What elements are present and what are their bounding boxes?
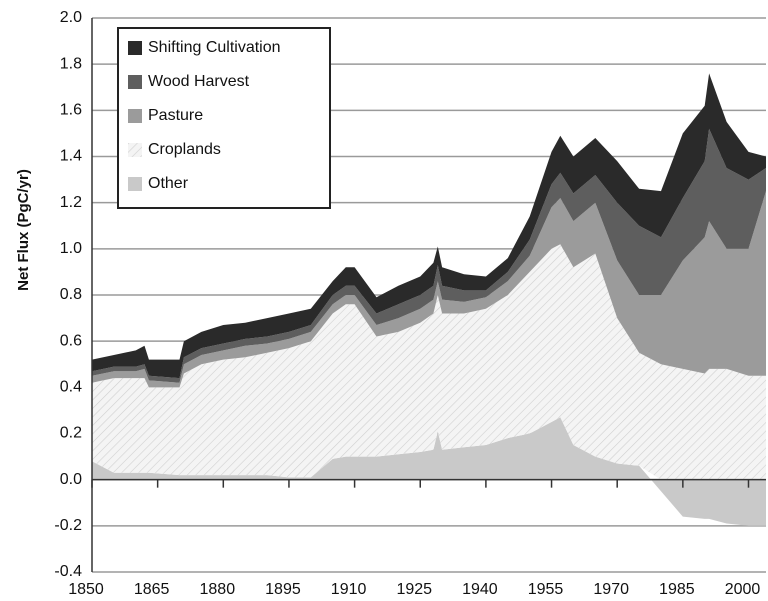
legend-label: Other (148, 175, 189, 192)
x-tick-label: 1895 (265, 581, 301, 598)
x-tick-label: 1880 (200, 581, 236, 598)
y-tick-label: 0.2 (60, 425, 82, 442)
y-tick-label: 0.4 (60, 379, 82, 396)
y-tick-label: 1.8 (60, 55, 82, 72)
area (92, 417, 766, 526)
area (92, 73, 766, 379)
y-tick-label: 1.0 (60, 240, 82, 257)
y-tick-label: -0.4 (54, 563, 82, 580)
y-tick-label: 2.0 (60, 9, 82, 26)
area-hatch (92, 244, 766, 480)
area (92, 128, 766, 383)
y-tick-label: 1.4 (60, 148, 82, 165)
legend-label: Shifting Cultivation (148, 39, 281, 56)
legend-swatch-hatch (128, 143, 142, 157)
axes: -0.4 -0.2 0.0 0.2 0.4 0.6 0.8 1.0 1.2 1.4 1.6 1.8 2.… (54, 9, 766, 598)
y-tick-label: 1.6 (60, 102, 82, 119)
x-tick-label: 1985 (659, 581, 695, 598)
x-tick-label: 1850 (68, 581, 104, 598)
x-tick-label: 1925 (396, 581, 432, 598)
legend: Shifting Cultivation Wood Harvest Pasture C… (117, 27, 331, 209)
legend-label: Croplands (148, 141, 221, 158)
y-tick-label: 1.2 (60, 194, 82, 211)
x-tick-label: 1970 (593, 581, 629, 598)
x-tick-label: 1955 (528, 581, 564, 598)
x-tick-label: 1910 (331, 581, 367, 598)
legend-swatch (128, 109, 142, 123)
area (92, 191, 766, 388)
x-tick-label: 1865 (134, 581, 170, 598)
x-tick-label: 1940 (462, 581, 498, 598)
y-tick-label: 0.0 (60, 471, 82, 488)
x-tick-label: 2000 (725, 581, 761, 598)
legend-label: Pasture (148, 107, 203, 124)
legend-swatch (128, 75, 142, 89)
legend-swatch (128, 177, 142, 191)
areas (92, 73, 766, 526)
y-axis-title: Net Flux (PgC/yr) (15, 169, 32, 291)
y-tick-label: 0.8 (60, 286, 82, 303)
legend-swatch (128, 41, 142, 55)
y-tick-label: 0.6 (60, 332, 82, 349)
legend-box (117, 27, 331, 209)
y-tick-label: -0.2 (54, 517, 82, 534)
legend-label: Wood Harvest (148, 73, 250, 90)
